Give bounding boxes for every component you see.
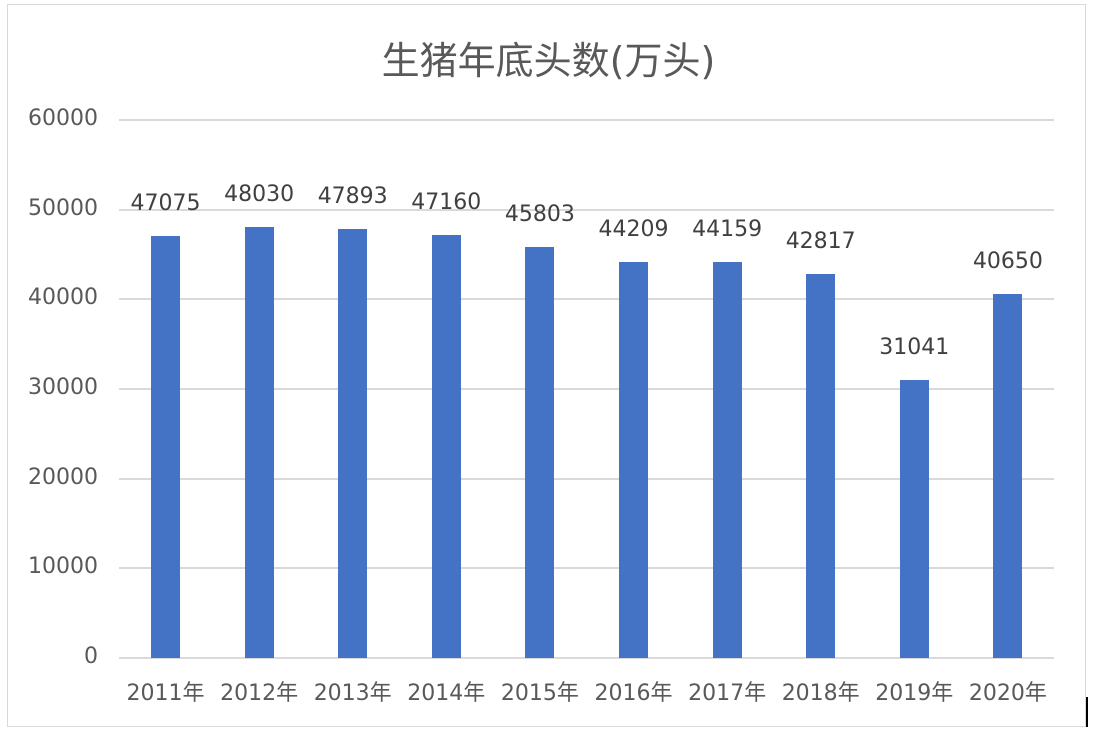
y-axis-tick-label: 40000	[28, 285, 98, 311]
data-label: 48030	[224, 182, 295, 208]
bar-2016[interactable]	[619, 261, 648, 658]
y-axis-tick-label: 20000	[28, 464, 98, 490]
x-axis-tick-label: 2013年	[313, 681, 392, 706]
bar-2011[interactable]	[151, 235, 180, 658]
x-axis-tick-label: 2019年	[875, 681, 954, 706]
y-axis-tick-label: 30000	[28, 375, 98, 400]
bar-2014[interactable]	[431, 235, 461, 658]
data-label: 47160	[411, 190, 482, 216]
x-axis-tick-label: 2018年	[781, 681, 860, 706]
x-axis-tick-label: 2011年	[126, 681, 205, 706]
x-axis-tick-label: 2020年	[968, 681, 1047, 706]
bar-2020[interactable]	[993, 293, 1023, 658]
data-label: 42817	[785, 229, 856, 255]
gridline	[119, 119, 1054, 121]
data-label: 45803	[504, 202, 575, 228]
x-axis-tick-label: 2016年	[594, 681, 673, 706]
data-label: 47075	[130, 190, 201, 216]
bar-2012[interactable]	[244, 227, 274, 658]
y-axis-tick-label: 0	[84, 644, 98, 669]
gridline	[119, 657, 1054, 659]
chart-title: 生猪年底头数(万头)	[381, 39, 716, 83]
y-axis-tick-label: 10000	[28, 554, 98, 580]
x-axis-tick-label: 2012年	[220, 681, 299, 706]
bar-2019[interactable]	[899, 379, 929, 658]
data-label: 31041	[879, 334, 950, 360]
gridline	[119, 477, 1054, 480]
data-label: 47893	[317, 183, 388, 209]
bar-2018[interactable]	[806, 274, 836, 658]
bar-2013[interactable]	[338, 228, 368, 658]
gridline	[119, 567, 1054, 570]
x-axis-tick-label: 2014年	[407, 681, 486, 706]
gridline	[119, 388, 1054, 390]
edge-marker	[1086, 697, 1088, 727]
x-axis-tick-label: 2017年	[688, 681, 767, 706]
gridline	[119, 298, 1054, 301]
y-axis-tick-label: 50000	[28, 195, 98, 221]
data-label: 44209	[598, 216, 669, 242]
bar-2015[interactable]	[525, 247, 555, 658]
bar-2017[interactable]	[712, 262, 742, 658]
y-axis-tick-label: 60000	[28, 106, 98, 131]
x-axis-tick-label: 2015年	[500, 681, 579, 706]
gridline	[119, 208, 1054, 211]
data-label: 44159	[692, 217, 763, 243]
data-label: 40650	[972, 248, 1043, 274]
